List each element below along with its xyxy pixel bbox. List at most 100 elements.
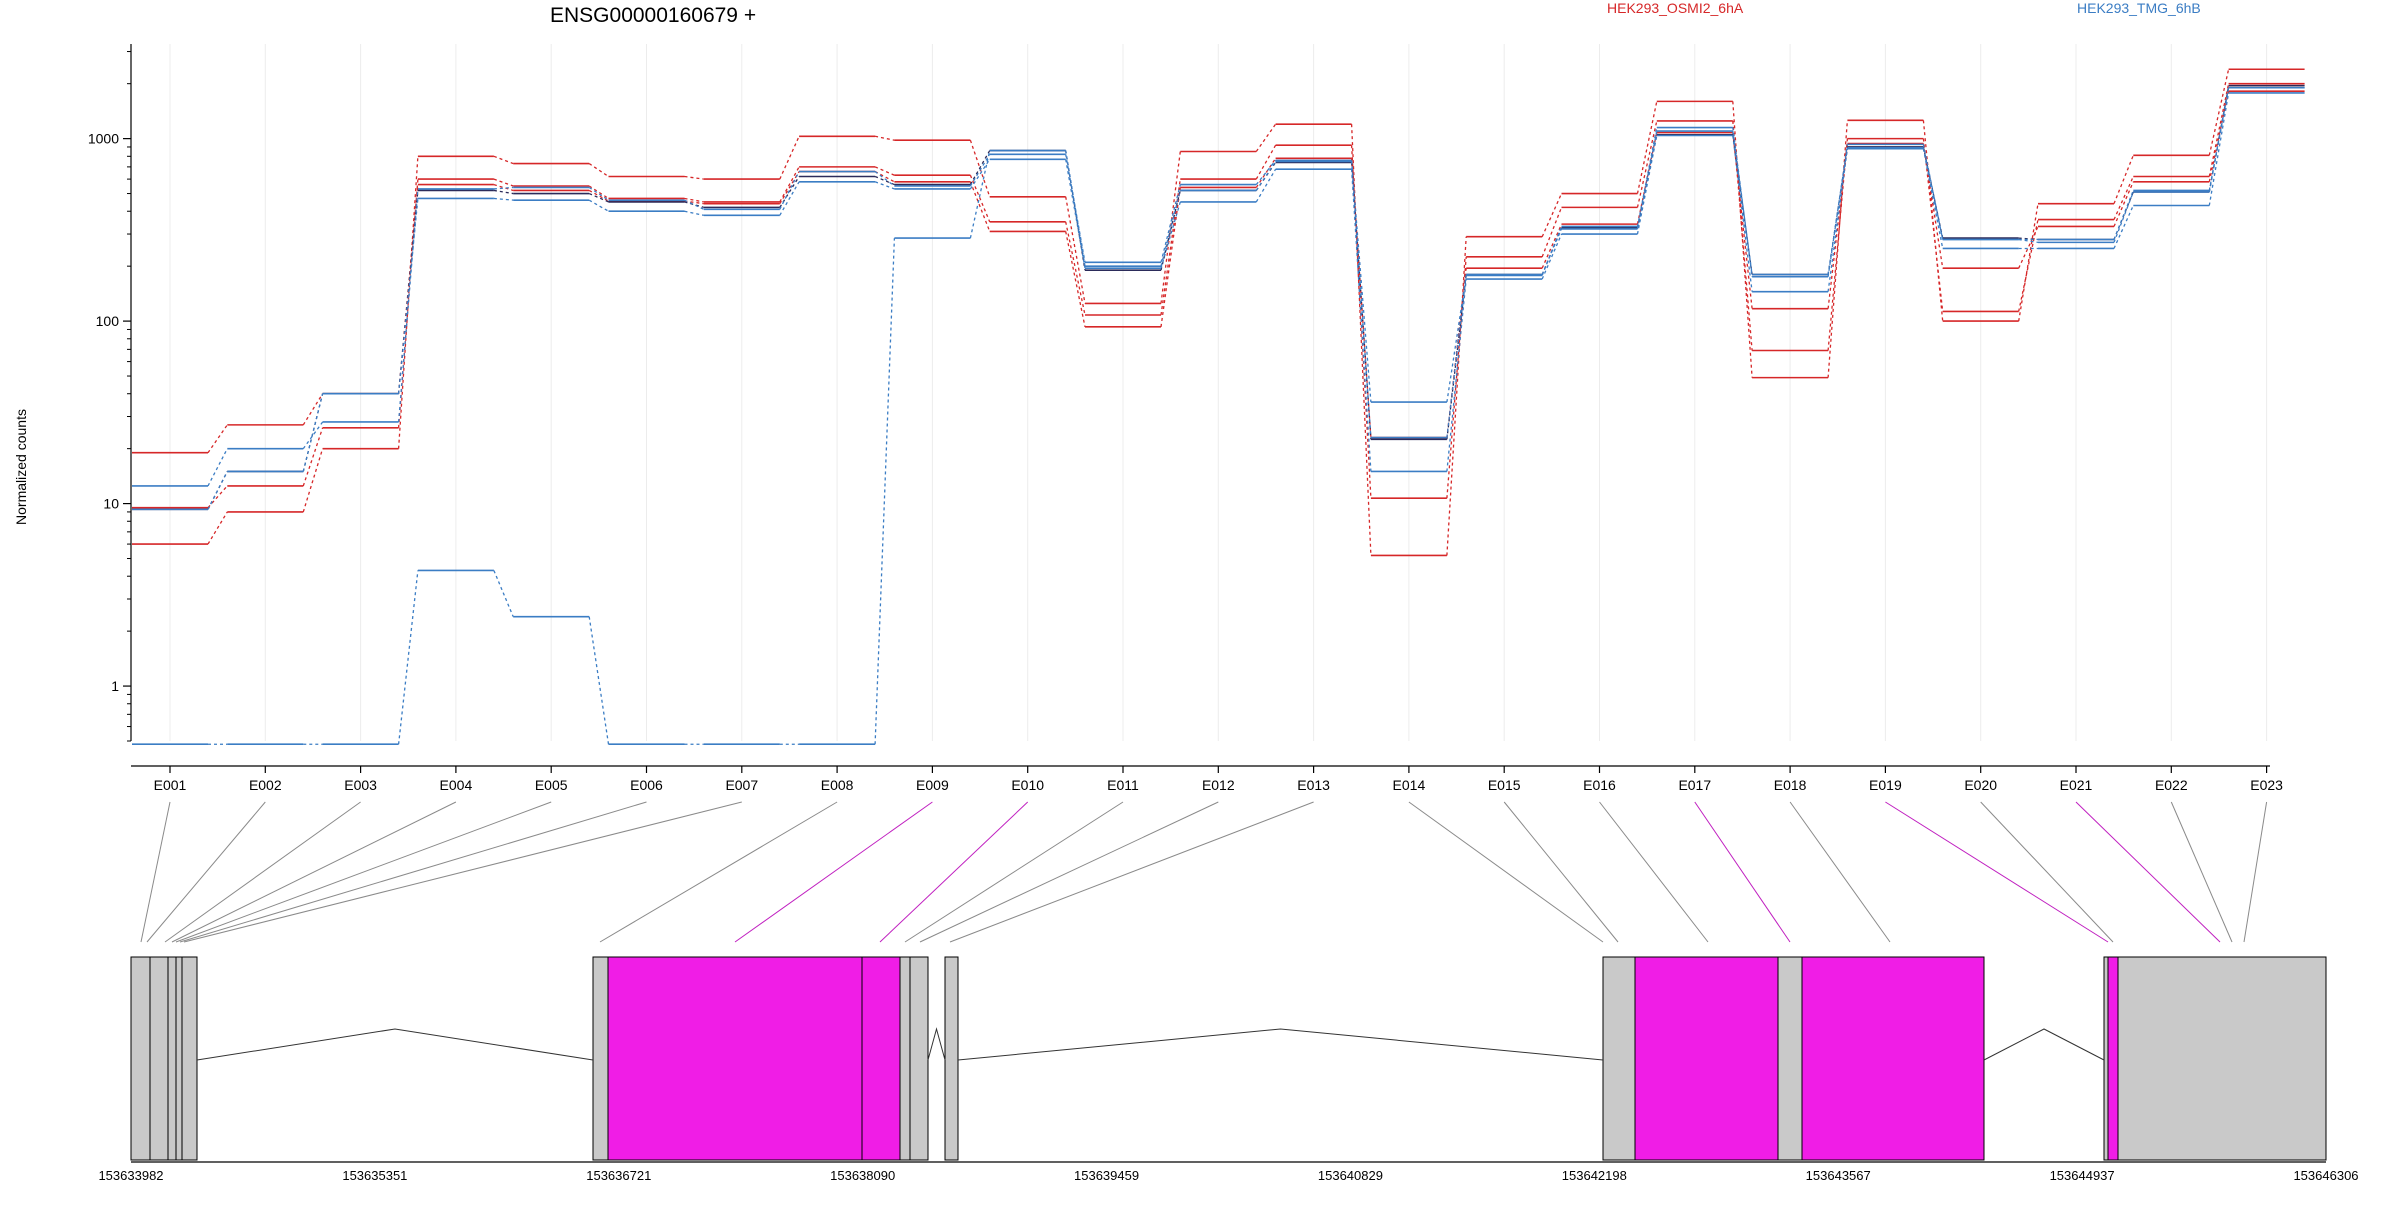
coordinate-tick-label: 153639459: [1074, 1168, 1139, 1183]
exon-block-7: [861, 956, 901, 1161]
series-6-link: [588, 616, 610, 745]
x-tick-label-e006: E006: [630, 777, 663, 793]
exon-block-9: [909, 956, 929, 1161]
coordinate-tick-label: 153643567: [1806, 1168, 1871, 1183]
legend-entry-tmg: HEK293_TMG_6hB: [2077, 0, 2201, 16]
series-0-link: [1160, 151, 1181, 304]
x-tick-label-e011: E011: [1107, 777, 1139, 793]
series-5-link: [1255, 168, 1277, 203]
x-tick-label-e017: E017: [1678, 777, 1711, 793]
connector-e021: [2075, 801, 2221, 943]
x-tick-label-e005: E005: [535, 777, 568, 793]
series-0-link: [779, 136, 800, 180]
connector-e009: [734, 801, 933, 943]
intron-1: [927, 1027, 946, 1061]
series-5-link: [969, 158, 991, 190]
series-2-link: [207, 424, 228, 454]
series-1-link: [874, 166, 895, 176]
x-tick-label-e014: E014: [1393, 777, 1426, 793]
series-1-link: [1255, 144, 1277, 180]
x-tick-label-e002: E002: [249, 777, 282, 793]
coordinate-tick-label: 153640829: [1318, 1168, 1383, 1183]
series-2-link: [969, 181, 991, 232]
exon-block-16: [2107, 956, 2119, 1161]
coordinate-tick-label: 153633982: [98, 1168, 163, 1183]
series-5-link: [207, 471, 228, 510]
series-6: [132, 86, 2305, 746]
connector-e018: [1789, 801, 1891, 943]
connector-e015: [1503, 801, 1619, 943]
series-0-link: [2208, 69, 2230, 156]
series-0-link: [2113, 155, 2134, 204]
series-0-link: [1255, 123, 1277, 152]
x-tick-label-e019: E019: [1869, 777, 1902, 793]
series-4-link: [588, 186, 609, 201]
series-1-link: [2208, 83, 2230, 177]
series-1-link: [588, 185, 609, 200]
series-1-link: [1636, 120, 1658, 208]
connector-e005: [175, 801, 552, 943]
series-5-link: [397, 198, 419, 394]
series-2-link: [1541, 223, 1563, 269]
chart-title: ENSG00000160679 +: [550, 4, 756, 27]
connector-e016: [1599, 801, 1709, 943]
series-6-link: [1732, 130, 1753, 275]
coordinate-tick-label: 153646306: [2293, 1168, 2358, 1183]
exon-block-2: [167, 956, 177, 1161]
connector-e002: [146, 801, 266, 943]
series-0-link: [969, 140, 991, 197]
connector-e014: [1408, 801, 1604, 943]
series-1-link: [207, 485, 228, 509]
series-6-link: [2018, 238, 2039, 244]
series-4-link: [397, 188, 419, 423]
x-tick-label-e004: E004: [440, 777, 473, 793]
connector-e008: [599, 801, 838, 943]
legend-entry-osmi2: HEK293_OSMI2_6hA: [1607, 0, 1744, 16]
series-5-link: [2208, 92, 2230, 206]
gene-model: 153633982 153635351 153636721 153638090 1536…: [98, 956, 2359, 1183]
series-4-link: [1350, 160, 1372, 403]
series-2-link: [1065, 231, 1086, 327]
intron-2: [957, 1028, 1604, 1061]
connector-e012: [919, 801, 1219, 943]
y-axis-label: Normalized counts: [13, 409, 29, 525]
connector-e001: [140, 801, 171, 943]
series-1-link: [2113, 176, 2134, 220]
series-0-link: [1065, 196, 1086, 304]
series-6-link: [397, 570, 419, 745]
series-2-link: [874, 170, 895, 183]
series-5-link: [779, 181, 800, 216]
y-tick-label: 1000: [88, 131, 119, 147]
series-6-link: [1065, 150, 1086, 267]
exon-block-11: [1602, 956, 1636, 1161]
x-tick-label-e020: E020: [1964, 777, 1997, 793]
series-4: [132, 86, 2305, 487]
series-5-link: [588, 199, 609, 212]
connector-e019: [1885, 801, 2109, 943]
x-tick-label-e012: E012: [1202, 777, 1235, 793]
series-1-link: [1065, 221, 1086, 316]
x-tick-label-e010: E010: [1011, 777, 1044, 793]
series-0-link: [1922, 120, 1944, 322]
series-layer: [132, 68, 2305, 746]
series-6-link: [874, 238, 896, 745]
exon-block-1: [149, 956, 169, 1161]
series-0-link: [302, 448, 324, 513]
coordinate-tick-label: 153635351: [342, 1168, 407, 1183]
x-tick-label-e013: E013: [1297, 777, 1330, 793]
series-2-link: [588, 189, 609, 202]
series-0-link: [684, 175, 704, 180]
coordinate-tick-label: 153638090: [830, 1168, 895, 1183]
series-0-link: [1636, 101, 1658, 194]
series-0-link: [1541, 193, 1563, 237]
x-tick-label-e023: E023: [2250, 777, 2283, 793]
coordinate-tick-label: 153642198: [1562, 1168, 1627, 1183]
series-5-link: [1732, 135, 1753, 292]
series-1-link: [1541, 207, 1563, 258]
x-tick-label-e016: E016: [1583, 777, 1616, 793]
series-0-link: [1827, 120, 1849, 378]
x-tick-label-e022: E022: [2155, 777, 2188, 793]
series-5-link: [1446, 278, 1467, 472]
